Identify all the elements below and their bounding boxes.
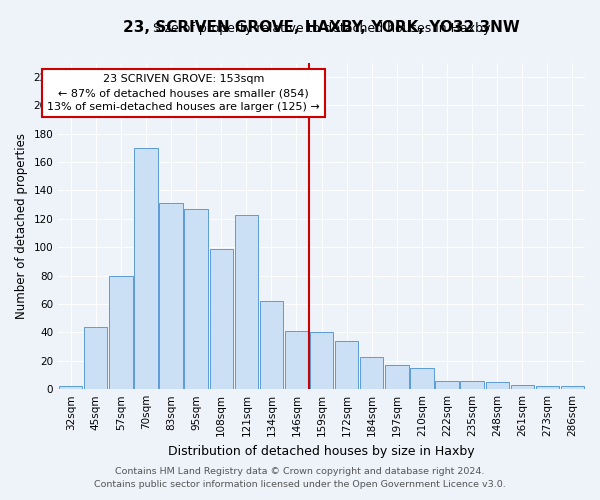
Bar	[59, 386, 82, 389]
Bar	[436, 380, 458, 389]
Bar	[260, 301, 283, 389]
Bar	[410, 368, 434, 389]
Text: Contains HM Land Registry data © Crown copyright and database right 2024.
Contai: Contains HM Land Registry data © Crown c…	[94, 468, 506, 489]
Bar	[360, 356, 383, 389]
Text: 23, SCRIVEN GROVE, HAXBY, YORK, YO32 3NW: 23, SCRIVEN GROVE, HAXBY, YORK, YO32 3NW	[123, 20, 520, 35]
Bar	[511, 385, 534, 389]
Y-axis label: Number of detached properties: Number of detached properties	[15, 133, 28, 319]
Bar	[485, 382, 509, 389]
Bar	[536, 386, 559, 389]
Text: 23 SCRIVEN GROVE: 153sqm
← 87% of detached houses are smaller (854)
13% of semi-: 23 SCRIVEN GROVE: 153sqm ← 87% of detach…	[47, 74, 320, 112]
Bar	[109, 276, 133, 389]
Title: Size of property relative to detached houses in Haxby: Size of property relative to detached ho…	[153, 22, 490, 35]
Bar	[184, 209, 208, 389]
Bar	[561, 386, 584, 389]
Bar	[84, 326, 107, 389]
Bar	[134, 148, 158, 389]
Bar	[160, 203, 183, 389]
Bar	[285, 331, 308, 389]
X-axis label: Distribution of detached houses by size in Haxby: Distribution of detached houses by size …	[168, 444, 475, 458]
Bar	[310, 332, 333, 389]
Bar	[460, 380, 484, 389]
Bar	[385, 365, 409, 389]
Bar	[335, 341, 358, 389]
Bar	[209, 248, 233, 389]
Bar	[235, 214, 258, 389]
